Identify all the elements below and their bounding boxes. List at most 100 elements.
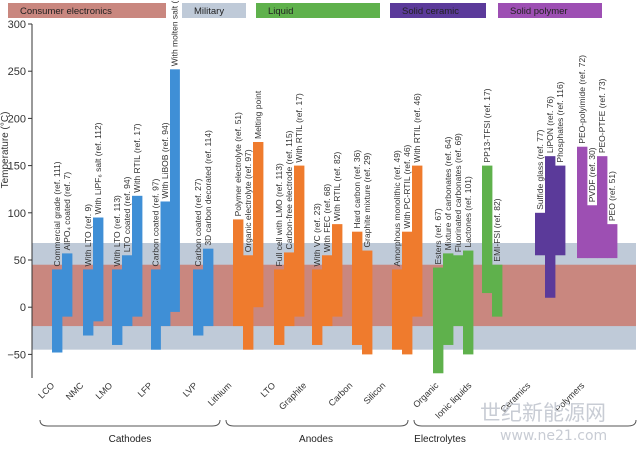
bar-lmo	[122, 255, 133, 327]
legend-label-military: Military	[194, 6, 224, 17]
bar-lto	[284, 252, 295, 327]
legend-swatch-consumer	[8, 3, 166, 18]
category-label: Organic	[411, 380, 441, 410]
legend-label-solid_ceramic: Solid ceramic	[402, 6, 459, 17]
bar-annotation: Mixture of carbonates (ref. 64)	[443, 136, 453, 250]
y-tick-label: 150	[8, 161, 26, 173]
y-tick-label: 300	[8, 19, 26, 31]
bar-ceramics	[535, 212, 546, 256]
legend-label-solid_polymer: Solid polymer	[510, 6, 568, 17]
bar-polymers	[597, 156, 608, 259]
bar-annotation: Carbon coated (ref. 27)	[193, 178, 203, 266]
group-bracket	[225, 419, 409, 427]
bar-annotation: Graphite mixture (ref. 29)	[362, 152, 372, 247]
bar-annotation: Amorphous monolithic (ref. 49)	[392, 150, 402, 266]
bar-nmc	[83, 269, 94, 336]
bar-annotation: PVDF (ref. 30)	[587, 147, 597, 202]
bar-organic	[463, 250, 474, 355]
bar-annotation: Carbon-free electrode (ref. 115)	[284, 130, 294, 249]
bar-annotation: Carbon coated (ref. 97)	[151, 178, 161, 266]
y-tick-label: 250	[8, 66, 26, 78]
bar-annotation: LiPON (ref. 76)	[545, 96, 555, 153]
bar-annotation: With RTIL (ref. 17)	[132, 123, 142, 193]
bar-ceramics	[545, 156, 556, 298]
group-label: Anodes	[299, 434, 333, 445]
bar-graphite	[322, 255, 333, 327]
category-label: LTO	[259, 380, 278, 399]
watermark: 世纪新能源网 www.ne21.com	[480, 401, 607, 444]
y-tick-label: −50	[7, 349, 26, 361]
bar-annotation: Organic electrolyte (ref. 97)	[243, 149, 253, 252]
bar-annotation: 3D carbon decorated (ref. 114)	[203, 130, 213, 246]
y-tick-label: 50	[14, 255, 26, 267]
legend-label-consumer: Consumer electronics	[20, 6, 112, 17]
legend: Consumer electronics Military Liquid Solid …	[8, 3, 602, 18]
y-axis: 300 250 200 150 100 50 0 −50 Temperature (°C)	[0, 19, 33, 378]
category-label: Ionic liquids	[433, 380, 474, 421]
bar-organic	[433, 267, 444, 374]
group-label: Cathodes	[109, 434, 152, 445]
category-label: Lithium	[206, 380, 234, 408]
bar-annotation: LTO coated (ref. 94)	[122, 176, 132, 252]
bar-organic	[443, 253, 454, 345]
bar-silicon	[402, 231, 413, 355]
y-tick-label: 0	[20, 302, 26, 314]
bar-annotation: Phosphates (ref. 116)	[555, 81, 565, 162]
bar-annotation: EMI-FSI (ref. 82)	[492, 198, 502, 261]
bar-carbon	[352, 231, 363, 345]
category-label: LVP	[181, 380, 200, 399]
bar-lto	[294, 165, 305, 317]
category-label: Carbon	[326, 380, 354, 408]
legend-swatch-solid_ceramic	[390, 3, 486, 18]
bar-annotation: PP13-TFSI (ref. 17)	[482, 88, 492, 162]
bar-annotation: With LTO (ref. 9)	[83, 204, 93, 267]
bar-annotation: With LiBOB (ref. 94)	[160, 122, 170, 198]
bar-lithium	[253, 142, 264, 308]
bar-lvp	[203, 248, 214, 327]
category-label: NMC	[64, 380, 86, 402]
category-label: Graphite	[277, 380, 308, 411]
legend-swatch-military	[182, 3, 246, 18]
bar-annotation: PEO-polyimide (ref. 72)	[577, 55, 587, 144]
bar-annotation: Polymer electrolyte (ref. 51)	[233, 112, 243, 217]
bar-annotation: Esters (ref. 67)	[433, 208, 443, 264]
watermark-url: www.ne21.com	[500, 428, 607, 444]
bar-ceramics	[555, 165, 566, 256]
bar-annotation: With FEC (ref. 68)	[322, 184, 332, 253]
bar-lco	[62, 253, 73, 317]
bar-annotation: With RTIL (ref. 17)	[294, 93, 304, 163]
bar-silicon	[412, 165, 423, 317]
bar-organic	[453, 255, 464, 327]
bar-graphite	[332, 224, 343, 317]
category-label: LMO	[94, 380, 115, 401]
bar-annotation: With LTO (ref. 113)	[112, 195, 122, 266]
bar-annotation: With RTIL (ref. 82)	[332, 152, 342, 222]
y-tick-label: 100	[8, 208, 26, 220]
bar-lfp	[160, 201, 171, 327]
bar-annotation: Commercial grade (ref. 111)	[52, 161, 62, 266]
bar-annotation: Full cell with LMO (ref. 113)	[274, 163, 284, 266]
group-labels: Cathodes Anodes Electrolytes	[39, 419, 637, 445]
bar-annotation: With LiPF₆ salt (ref. 112)	[93, 122, 103, 214]
bar-annotation: PEO (ref. 51)	[607, 171, 617, 221]
group-label: Electrolytes	[414, 434, 466, 445]
bar-ionic-liquids	[482, 165, 493, 294]
bar-ionic-liquids	[492, 264, 503, 317]
bar-annotation: With VC (ref. 23)	[312, 203, 322, 266]
bar-series: Commercial grade (ref. 111) AlPO₄ coated …	[52, 0, 618, 374]
bar-lfp	[151, 269, 161, 350]
bar-lithium	[233, 219, 244, 327]
watermark-title: 世纪新能源网	[480, 401, 606, 425]
bar-lfp	[170, 69, 180, 312]
category-label: Silicon	[362, 380, 388, 406]
bar-annotation: With molten salt (ref. 20)	[170, 0, 180, 66]
bar-annotation: Melting point	[253, 90, 263, 139]
bar-polymers	[587, 205, 598, 259]
bar-lmo	[112, 269, 123, 345]
bar-carbon	[362, 250, 373, 355]
bar-silicon	[392, 269, 403, 350]
bar-annotation: PEO-PTFE (ref. 73)	[597, 78, 607, 153]
bar-annotation: With RTIL (ref. 46)	[412, 93, 422, 163]
bar-lithium	[243, 255, 254, 350]
